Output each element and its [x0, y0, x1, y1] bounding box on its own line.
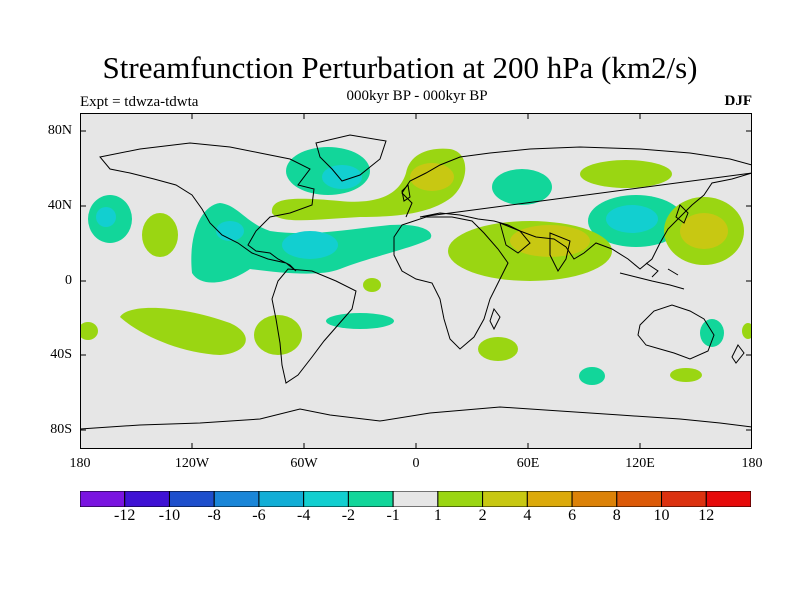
anomaly-region: [700, 319, 724, 347]
map-ticks: [80, 113, 752, 449]
colorbar-swatch: [258, 491, 305, 507]
coastline-greenland: [315, 134, 387, 182]
colorbar-label: -12: [114, 507, 136, 524]
map-panel: [80, 113, 752, 449]
anomaly-region: [96, 207, 116, 227]
anomaly-region: [322, 165, 362, 189]
coastline-australia: [637, 304, 715, 360]
anomaly-region: [142, 213, 178, 257]
coastline-britain: [401, 183, 411, 202]
y-tick-40s: 40S: [50, 347, 72, 362]
anomaly-region: [606, 205, 658, 233]
colorbar-swatch: [213, 491, 260, 507]
colorbar: [80, 491, 751, 507]
colorbar-swatch: [526, 491, 573, 507]
colorbar-swatch: [168, 491, 215, 507]
anomaly-region: [580, 160, 672, 188]
coastline-antarctica: [80, 406, 752, 430]
coastline-japan: [675, 204, 689, 224]
colorbar-label: 4: [523, 507, 532, 524]
x-tick-0: 0: [412, 456, 420, 471]
colorbar-label: 8: [612, 507, 621, 524]
colorbar-swatch: [482, 491, 528, 507]
coastline-north-america: [99, 142, 315, 272]
coastline-eurasia: [401, 146, 752, 270]
plot-subtitle: 000kyr BP - 000kyr BP: [346, 88, 488, 104]
anomaly-region: [254, 315, 302, 355]
colorbar-label: -2: [341, 507, 356, 524]
coastline-arabia: [499, 222, 531, 254]
coastline-india: [549, 232, 571, 272]
anomaly-region: [271, 148, 466, 221]
shaded-contours: [80, 147, 752, 385]
coastline-new-zealand: [731, 344, 745, 364]
x-tick-60w: 60W: [290, 456, 318, 471]
x-tick-120e: 120E: [625, 456, 655, 471]
x-tick-180e: 180: [741, 456, 763, 471]
colorbar-swatch: [571, 491, 618, 507]
anomaly-region: [216, 221, 244, 241]
colorbar-swatch: [661, 491, 707, 507]
x-tick-120w: 120W: [174, 456, 210, 471]
anomaly-region: [282, 231, 338, 259]
colorbar-label: 12: [698, 507, 715, 524]
y-tick-80s: 80S: [50, 422, 72, 437]
anomaly-region: [326, 313, 394, 329]
colorbar-label: 1: [433, 507, 442, 524]
anomaly-region: [363, 278, 381, 292]
colorbar-swatch: [437, 491, 484, 507]
anomaly-region: [410, 163, 454, 191]
coastline-madagascar: [489, 307, 501, 331]
colorbar-swatch: [303, 491, 349, 507]
plot-title: Streamfunction Perturbation at 200 hPa (…: [102, 50, 698, 85]
y-tick-80n: 80N: [47, 123, 72, 138]
season-label: DJF: [724, 93, 753, 109]
x-tick-60e: 60E: [516, 456, 540, 471]
colorbar-label: -6: [252, 507, 266, 524]
colorbar-swatch: [705, 491, 751, 507]
colorbar-label: 10: [653, 507, 670, 524]
colorbar-label: -4: [296, 507, 311, 524]
experiment-label: Expt = tdwza-tdwta: [80, 94, 199, 110]
coastlines: [80, 134, 752, 430]
coastline-africa: [393, 216, 509, 350]
coastline-indonesia: [619, 262, 685, 290]
anomaly-region: [680, 213, 728, 249]
colorbar-swatch: [347, 491, 394, 507]
colorbar-swatch: [616, 491, 663, 507]
anomaly-region: [742, 323, 752, 339]
anomaly-region: [120, 307, 246, 355]
y-tick-0: 0: [65, 273, 72, 288]
anomaly-region: [492, 169, 552, 205]
colorbar-label: -10: [158, 507, 181, 524]
anomaly-region: [579, 367, 605, 385]
anomaly-region: [80, 322, 98, 340]
colorbar-label: -1: [386, 507, 400, 524]
colorbar-swatch: [80, 491, 126, 507]
colorbar-label: -8: [207, 507, 221, 524]
colorbar-swatch: [392, 491, 439, 507]
anomaly-region: [670, 368, 702, 382]
y-tick-40n: 40N: [47, 198, 72, 213]
x-tick-180w: 180: [69, 456, 91, 471]
colorbar-label: 6: [568, 507, 577, 524]
coastline-south-america: [271, 268, 357, 384]
anomaly-region: [478, 337, 518, 361]
colorbar-swatch: [124, 491, 170, 507]
colorbar-label: 2: [478, 507, 487, 524]
